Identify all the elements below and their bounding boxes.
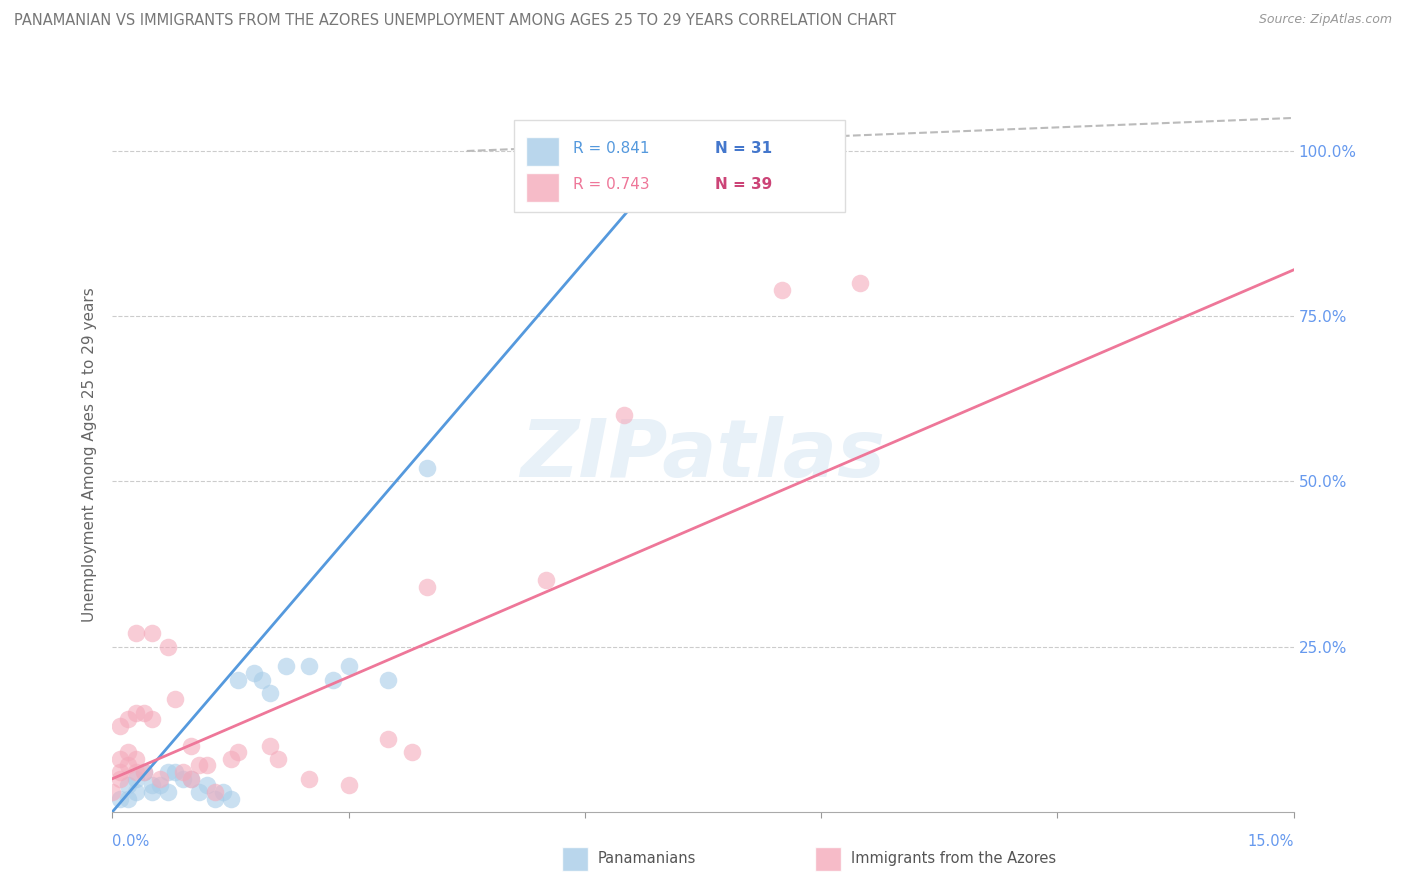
Point	[125, 772, 148, 786]
Point	[204, 791, 226, 805]
Point	[416, 461, 439, 475]
Point	[770, 283, 793, 297]
Point	[156, 785, 179, 799]
Point	[165, 692, 187, 706]
Point	[613, 409, 636, 423]
Point	[125, 765, 148, 780]
Text: 0.0%: 0.0%	[112, 834, 149, 849]
Point	[180, 739, 202, 753]
Point	[141, 712, 163, 726]
Point	[172, 772, 194, 786]
Point	[195, 778, 218, 792]
Point	[125, 626, 148, 640]
Point	[180, 772, 202, 786]
FancyBboxPatch shape	[515, 120, 845, 212]
Point	[117, 791, 139, 805]
Point	[117, 745, 139, 759]
Point	[156, 765, 179, 780]
Point	[259, 739, 281, 753]
Point	[259, 686, 281, 700]
Point	[141, 626, 163, 640]
Point	[117, 778, 139, 792]
Point	[110, 791, 132, 805]
Text: ZIPatlas: ZIPatlas	[520, 416, 886, 494]
Text: R = 0.743: R = 0.743	[574, 177, 650, 192]
Text: Immigrants from the Azores: Immigrants from the Azores	[851, 851, 1056, 865]
Point	[322, 673, 344, 687]
Point	[125, 706, 148, 720]
Point	[149, 778, 172, 792]
Point	[211, 785, 233, 799]
Point	[337, 778, 360, 792]
Point	[228, 673, 250, 687]
Point	[188, 785, 211, 799]
Point	[110, 765, 132, 780]
Point	[243, 665, 266, 680]
Point	[377, 732, 399, 747]
Text: Panamanians: Panamanians	[598, 851, 696, 865]
Point	[219, 791, 242, 805]
Point	[416, 580, 439, 594]
Point	[110, 772, 132, 786]
Text: Source: ZipAtlas.com: Source: ZipAtlas.com	[1258, 13, 1392, 27]
Point	[219, 752, 242, 766]
Point	[165, 765, 187, 780]
Text: N = 31: N = 31	[714, 141, 772, 156]
Point	[298, 772, 321, 786]
Text: R = 0.841: R = 0.841	[574, 141, 650, 156]
Point	[298, 659, 321, 673]
Point	[141, 785, 163, 799]
FancyBboxPatch shape	[526, 173, 560, 202]
Text: 15.0%: 15.0%	[1247, 834, 1294, 849]
Point	[204, 785, 226, 799]
Point	[180, 772, 202, 786]
Point	[377, 673, 399, 687]
Point	[195, 758, 218, 772]
Point	[110, 752, 132, 766]
Point	[101, 785, 124, 799]
Point	[337, 659, 360, 673]
Point	[250, 673, 273, 687]
Point	[117, 758, 139, 772]
Point	[132, 765, 155, 780]
Point	[228, 745, 250, 759]
Point	[188, 758, 211, 772]
Point	[141, 778, 163, 792]
FancyBboxPatch shape	[526, 137, 560, 166]
Point	[534, 574, 557, 588]
Point	[716, 144, 738, 158]
Point	[849, 276, 872, 290]
Point	[132, 706, 155, 720]
Point	[267, 752, 290, 766]
Text: PANAMANIAN VS IMMIGRANTS FROM THE AZORES UNEMPLOYMENT AMONG AGES 25 TO 29 YEARS : PANAMANIAN VS IMMIGRANTS FROM THE AZORES…	[14, 13, 896, 29]
Point	[668, 144, 690, 158]
Point	[652, 144, 675, 158]
Point	[125, 752, 148, 766]
Point	[149, 772, 172, 786]
Point	[117, 712, 139, 726]
Point	[110, 719, 132, 733]
Y-axis label: Unemployment Among Ages 25 to 29 years: Unemployment Among Ages 25 to 29 years	[82, 287, 97, 623]
Point	[401, 745, 423, 759]
Point	[156, 640, 179, 654]
Text: N = 39: N = 39	[714, 177, 772, 192]
Point	[132, 765, 155, 780]
Point	[172, 765, 194, 780]
Point	[274, 659, 297, 673]
Point	[125, 785, 148, 799]
